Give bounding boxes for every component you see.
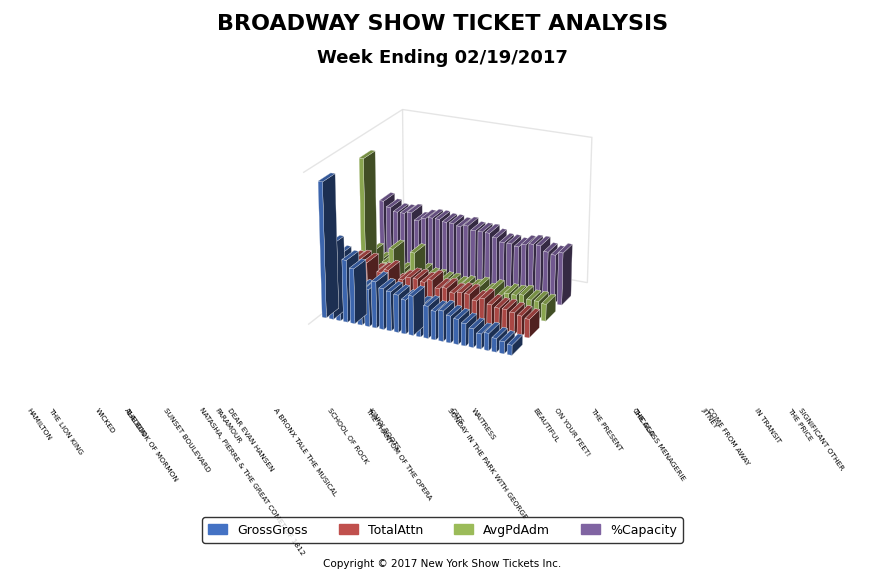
Text: NATASHA, PIERRE & THE GREAT COMET OF 1812: NATASHA, PIERRE & THE GREAT COMET OF 181… [198, 407, 305, 557]
Text: THE PRESENT: THE PRESENT [589, 407, 623, 452]
Text: CATS: CATS [449, 407, 465, 426]
Text: WAITRESS: WAITRESS [470, 407, 496, 441]
Text: SUNSET BOULEVARD: SUNSET BOULEVARD [162, 407, 211, 473]
Text: THE BOOK OF MORMON: THE BOOK OF MORMON [124, 407, 179, 482]
Text: WICKED: WICKED [94, 407, 115, 435]
Text: THE PRICE: THE PRICE [787, 407, 813, 442]
Text: KINKY BOOTS: KINKY BOOTS [367, 407, 401, 451]
Text: COME FROM AWAY: COME FROM AWAY [705, 407, 750, 467]
Text: CHICAGO: CHICAGO [630, 407, 655, 438]
Text: ON YOUR FEET!: ON YOUR FEET! [553, 407, 591, 458]
Text: JITNEY: JITNEY [700, 407, 719, 430]
Text: A BRONX TALE THE MUSICAL: A BRONX TALE THE MUSICAL [272, 407, 337, 497]
Text: HAMILTON: HAMILTON [26, 407, 52, 442]
Text: IN TRANSIT: IN TRANSIT [753, 407, 781, 444]
Text: BEAUTIFUL: BEAUTIFUL [532, 407, 559, 443]
Text: Week Ending 02/19/2017: Week Ending 02/19/2017 [317, 49, 568, 66]
Text: SCHOOL OF ROCK: SCHOOL OF ROCK [327, 407, 369, 464]
Text: DEAR EVAN HANSEN: DEAR EVAN HANSEN [226, 407, 274, 472]
Text: THE GLASS MENAGERIE: THE GLASS MENAGERIE [632, 407, 687, 482]
Text: THE LION KING: THE LION KING [47, 407, 84, 455]
Text: ALADDIN: ALADDIN [123, 407, 147, 438]
Text: PARAMOUR: PARAMOUR [213, 407, 242, 444]
Legend: GrossGross, TotalAttn, AvgPdAdm, %Capacity: GrossGross, TotalAttn, AvgPdAdm, %Capaci… [202, 517, 683, 543]
Text: SUNDAY IN THE PARK WITH GEORGE: SUNDAY IN THE PARK WITH GEORGE [446, 407, 527, 520]
Text: SIGNIFICANT OTHER: SIGNIFICANT OTHER [797, 407, 845, 471]
Text: Copyright © 2017 New York Show Tickets Inc.: Copyright © 2017 New York Show Tickets I… [323, 559, 562, 569]
Text: BROADWAY SHOW TICKET ANALYSIS: BROADWAY SHOW TICKET ANALYSIS [217, 14, 668, 34]
Text: THE PHANTOM OF THE OPERA: THE PHANTOM OF THE OPERA [365, 407, 433, 501]
